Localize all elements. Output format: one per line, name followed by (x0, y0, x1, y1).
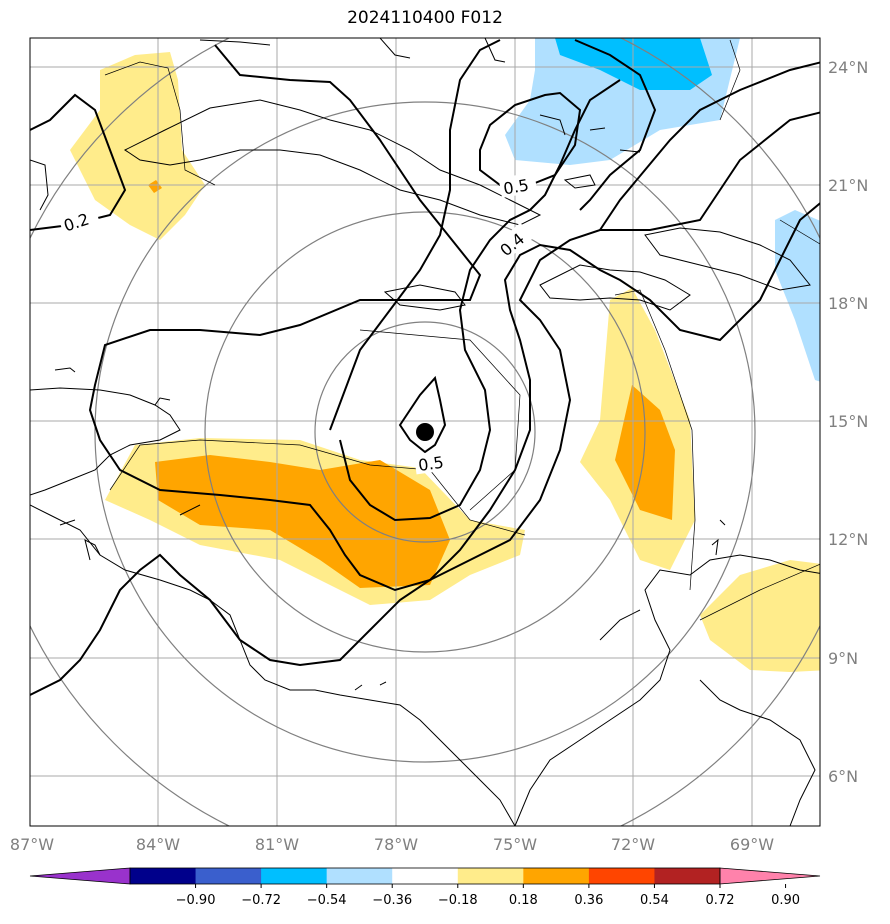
colorbar-segment (392, 868, 459, 884)
contour-labels: 0.2 0.5 0.4 0.5 (57, 172, 538, 475)
lon-tick: 87°W (10, 835, 54, 854)
lon-tick: 69°W (730, 835, 774, 854)
colorbar-tick-label: 0.72 (706, 893, 735, 908)
colorbar-segment (654, 868, 721, 884)
shade-orange-central (155, 455, 450, 588)
positive-anomaly-shading (70, 52, 820, 672)
lat-tick: 12°N (828, 530, 868, 549)
lon-tick-labels: 87°W 84°W 81°W 78°W 75°W 72°W 69°W (10, 835, 774, 854)
colorbar-tick-label: −0.36 (372, 893, 412, 908)
storm-center-marker (416, 423, 434, 441)
colorbar-tick-label: −0.90 (176, 893, 216, 908)
lon-tick: 84°W (136, 835, 180, 854)
map-frame (29, 37, 821, 827)
coast-jamaica (383, 284, 466, 311)
lon-tick: 78°W (374, 835, 418, 854)
colorbar-segment (588, 868, 655, 884)
lat-tick-labels: 24°N 21°N 18°N 15°N 12°N 9°N 6°N (828, 58, 868, 786)
contour-label-2: 0.5 (502, 175, 530, 198)
coast-islands (54, 367, 726, 691)
shade-yellow-se (700, 560, 820, 672)
range-rings (30, 38, 820, 826)
lat-tick: 15°N (828, 412, 868, 431)
map-title: 2024110400 F012 (347, 8, 503, 28)
colorbar-segment (261, 868, 328, 884)
colorbar-tick-label: −0.18 (438, 893, 478, 908)
contour-outer-north (88, 44, 820, 592)
coast-caribbean-coast (59, 504, 201, 561)
coast-colombia-venezuela (514, 554, 820, 826)
lat-tick: 6°N (828, 767, 858, 786)
colorbar-segment (523, 868, 590, 884)
coast-gulf-florida (30, 38, 506, 211)
lat-tick: 9°N (828, 649, 858, 668)
lat-tick: 24°N (828, 58, 868, 77)
colorbar-tick-label: −0.72 (241, 893, 281, 908)
shade-orange-east (615, 385, 675, 520)
coast-cuba (124, 99, 542, 226)
colorbar-extend-high (719, 867, 821, 885)
coastlines (30, 38, 820, 826)
coast-central-america (30, 387, 516, 826)
colorbar: −0.90 −0.72 −0.54 −0.36 −0.18 0.18 0.36 0.54 0.7… (29, 867, 821, 908)
lat-tick: 18°N (828, 294, 868, 313)
colorbar-tick-label: −0.54 (307, 893, 347, 908)
lat-tick: 21°N (828, 176, 868, 195)
colorbar-segment (130, 868, 197, 884)
contour-east-loop (30, 202, 820, 696)
lon-tick: 81°W (255, 835, 299, 854)
lon-tick: 72°W (611, 835, 655, 854)
colorbar-extend-low (29, 867, 131, 885)
colorbar-frame (129, 867, 721, 885)
coast-hispaniola (539, 227, 811, 311)
negative-anomaly-shading (505, 38, 820, 382)
lon-tick: 75°W (493, 835, 537, 854)
colorbar-segment (457, 868, 524, 884)
colorbar-tick-label: 0.54 (640, 893, 669, 908)
colorbar-tick-label: 0.18 (509, 893, 538, 908)
shade-yellow-nw (70, 52, 205, 240)
graticule (30, 38, 820, 826)
contour-0-4-outer (599, 61, 820, 231)
colorbar-tick-label: 0.36 (574, 893, 603, 908)
contour-0-5-ne (479, 91, 582, 186)
colorbar-segment (195, 868, 262, 884)
contour-big-ring (574, 39, 657, 211)
colorbar-tick-label: 0.90 (771, 893, 800, 908)
thick-contours (30, 39, 820, 696)
shade-lightblue-e (775, 210, 820, 382)
contour-0-5-center (398, 375, 447, 454)
contour-label-4: 0.5 (417, 453, 445, 475)
map-area (30, 38, 820, 826)
coast-bahamas (539, 114, 641, 189)
colorbar-segment (326, 868, 393, 884)
